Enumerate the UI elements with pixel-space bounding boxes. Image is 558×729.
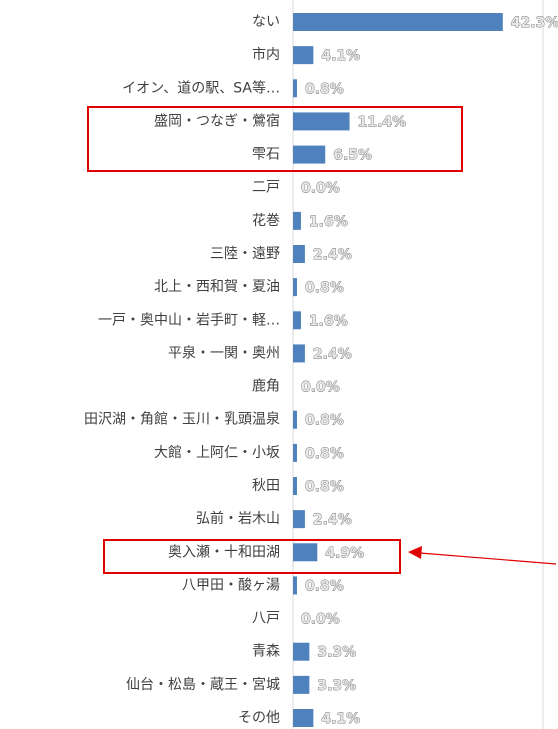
category-label: 二戸	[252, 180, 280, 196]
bars: ない 42.3% 市内 4.1% イオン、道の駅、SA等… 0.8% 盛岡・つなぎ・鶯宿 11…	[84, 13, 558, 727]
category-label: その他	[238, 710, 280, 726]
data-label: 3.3%	[317, 678, 356, 694]
data-label: 4.1%	[321, 48, 360, 64]
bar	[293, 344, 305, 363]
data-label: 42.3%	[511, 15, 558, 31]
category-label: 八戸	[252, 611, 280, 627]
category-label: 北上・西和賀・夏油	[154, 279, 280, 295]
category-label: 鹿角	[252, 378, 280, 395]
data-label: 0.0%	[301, 612, 340, 628]
bar	[293, 311, 301, 330]
highlight-box	[87, 106, 463, 172]
bar	[293, 576, 297, 595]
bar	[293, 46, 314, 65]
category-label: 弘前・岩木山	[196, 510, 280, 527]
bar	[293, 709, 314, 727]
category-label: 田沢湖・角館・玉川・乳頭温泉	[84, 411, 280, 428]
category-label: 三陸・遠野	[210, 246, 280, 262]
category-label: 市内	[252, 46, 280, 63]
data-label: 0.0%	[301, 380, 340, 396]
category-label: 秋田	[252, 478, 280, 494]
data-label: 2.4%	[313, 346, 352, 362]
data-label: 1.6%	[309, 214, 348, 230]
bar	[293, 245, 305, 263]
category-label: ない	[252, 14, 280, 30]
bar	[293, 443, 297, 462]
category-label: 大館・上阿仁・小坂	[154, 444, 280, 461]
bar	[293, 13, 503, 31]
category-label: 仙台・松島・蔵王・宮城	[126, 677, 280, 693]
data-label: 0.8%	[305, 578, 344, 594]
category-label: イオン、道の駅、SA等…	[122, 79, 280, 96]
category-label: 花巻	[252, 213, 280, 229]
data-label: 0.8%	[305, 81, 344, 97]
data-label: 0.8%	[305, 413, 344, 429]
data-label: 4.9%	[325, 545, 364, 561]
bar	[293, 642, 310, 661]
category-label: 奥入瀬・十和田湖	[168, 543, 280, 560]
data-label: 0.8%	[305, 280, 344, 296]
arrow-head	[408, 546, 422, 559]
data-label: 0.0%	[301, 181, 340, 197]
category-label: 青森	[252, 644, 280, 660]
category-label: 平泉・一関・奥州	[168, 344, 280, 361]
category-label: 一戸・奥中山・岩手町・軽…	[98, 311, 280, 328]
bar	[293, 211, 301, 230]
bar	[293, 278, 297, 297]
bar	[293, 145, 326, 164]
bar	[293, 510, 305, 529]
data-label: 1.6%	[309, 313, 348, 329]
bar	[293, 477, 297, 495]
data-label: 6.5%	[333, 148, 372, 164]
category-label: 雫石	[252, 147, 280, 163]
data-label: 11.4%	[358, 114, 407, 130]
data-label: 2.4%	[313, 247, 352, 263]
category-label: 盛岡・つなぎ・鶯宿	[154, 112, 280, 129]
data-label: 2.4%	[313, 512, 352, 528]
category-label: 八甲田・酸ヶ湯	[182, 576, 280, 593]
arrow-line	[419, 552, 557, 565]
bar	[293, 675, 310, 694]
bar	[293, 543, 318, 562]
data-label: 3.3%	[317, 645, 356, 661]
bar	[293, 410, 297, 429]
data-label: 0.8%	[305, 479, 344, 495]
bar	[293, 112, 350, 131]
data-label: 4.1%	[321, 711, 360, 727]
highlight-box	[103, 539, 401, 574]
bar	[293, 79, 297, 98]
data-label: 0.8%	[305, 446, 344, 462]
